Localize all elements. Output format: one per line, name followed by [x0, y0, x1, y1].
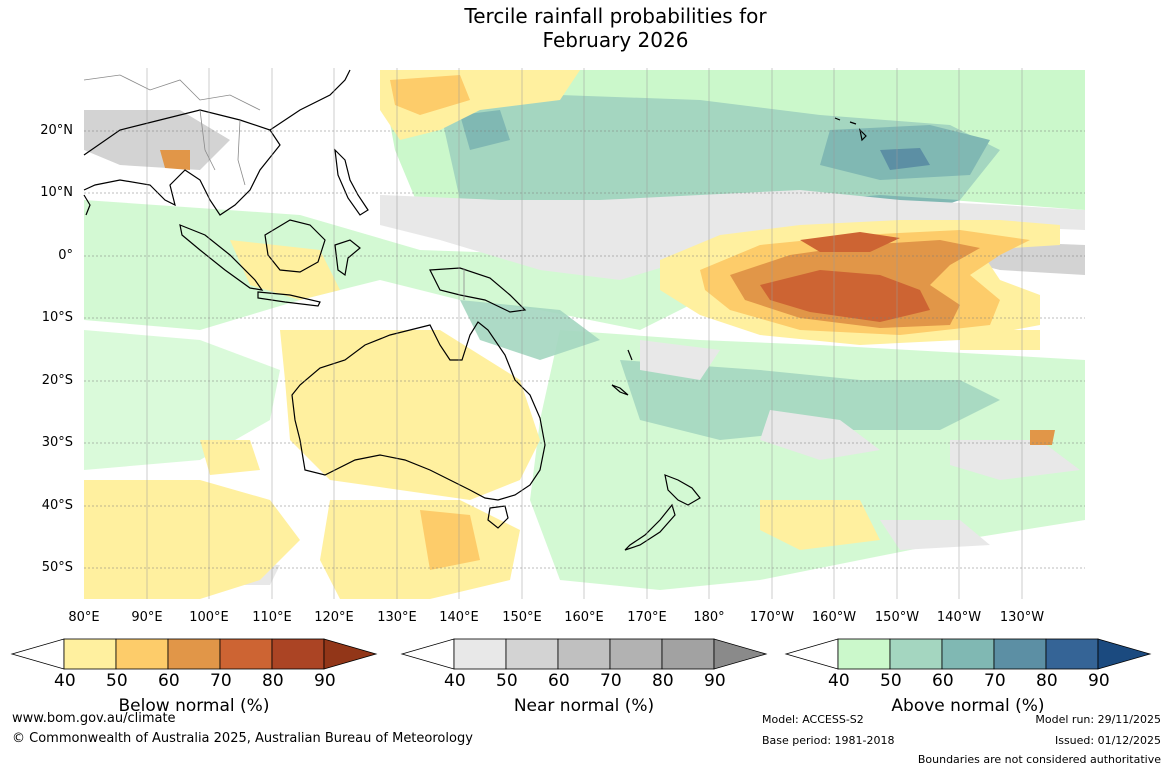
- below-normal-tick: 40: [54, 671, 76, 691]
- above-normal-swatch: [837, 638, 891, 670]
- above-normal-colorbar: [784, 638, 1152, 670]
- above-normal-swatch-under: [784, 638, 839, 670]
- rainfall-map: 20°N 10°N 0° 10°S 20°S 30°S 40°S 50°S 80…: [40, 68, 1085, 625]
- above-normal-swatch: [993, 638, 1047, 670]
- below-normal-tick: 90: [314, 671, 336, 691]
- near-normal-swatch-under: [400, 638, 455, 670]
- below-normal-title: Below normal (%): [118, 696, 270, 716]
- near-normal-tick: 50: [496, 671, 518, 691]
- base-period-text: Base period: 1981-2018: [762, 734, 895, 747]
- near-normal-colorbar: [400, 638, 768, 670]
- above-normal-title: Above normal (%): [891, 696, 1045, 716]
- website-link[interactable]: www.bom.gov.au/climate: [12, 711, 176, 726]
- near-normal-swatch: [609, 638, 663, 670]
- near-normal-swatch: [453, 638, 507, 670]
- near-normal-swatch: [505, 638, 559, 670]
- lon-label: 110°E: [252, 610, 292, 625]
- map-title-line1: Tercile rainfall probabilities for: [464, 4, 767, 28]
- below-normal-swatch: [219, 638, 273, 670]
- above-normal-tick: 80: [1036, 671, 1058, 691]
- lat-label: 0°: [58, 248, 73, 263]
- probability-shading: [84, 70, 1085, 599]
- copyright-text: © Commonwealth of Australia 2025, Austra…: [12, 731, 473, 746]
- lon-label: 90°E: [131, 610, 163, 625]
- below-normal-tick: 70: [210, 671, 232, 691]
- above-normal-swatch-over: [1097, 638, 1152, 670]
- below-normal-swatch-over: [323, 638, 378, 670]
- below-normal-tick: 80: [262, 671, 284, 691]
- lon-label: 140°W: [936, 610, 982, 625]
- near-normal-tick: 70: [600, 671, 622, 691]
- lon-label: 170°W: [749, 610, 795, 625]
- near-normal-tick: 90: [704, 671, 726, 691]
- lon-label: 150°E: [502, 610, 542, 625]
- below-normal-tick: 50: [106, 671, 128, 691]
- meridians: [146, 68, 1023, 599]
- above-normal-tick: 70: [984, 671, 1006, 691]
- lat-label: 10°S: [41, 310, 73, 325]
- lon-label: 150°W: [874, 610, 920, 625]
- disclaimer-text: Boundaries are not considered authoritat…: [917, 753, 1161, 766]
- lon-label: 140°E: [439, 610, 479, 625]
- rainfall-map-svg: [83, 68, 1085, 599]
- near-normal-swatch-over: [713, 638, 768, 670]
- lon-label: 160°W: [811, 610, 857, 625]
- lat-label: 50°S: [41, 560, 73, 575]
- near-normal-tick: 60: [548, 671, 570, 691]
- lat-label: 40°S: [41, 498, 73, 513]
- lat-label: 20°S: [41, 373, 73, 388]
- model-text: Model: ACCESS-S2: [762, 713, 864, 726]
- below-normal-colorbar: [10, 638, 378, 670]
- lon-label: 100°E: [189, 610, 229, 625]
- above-normal-tick: 40: [828, 671, 850, 691]
- map-title-line2: February 2026: [542, 28, 689, 52]
- above-normal-tick: 90: [1088, 671, 1110, 691]
- below-normal-swatch: [271, 638, 325, 670]
- coastlines: [83, 69, 867, 551]
- near-normal-title: Near normal (%): [513, 696, 655, 716]
- above-normal-tick: 50: [880, 671, 902, 691]
- lat-label: 20°N: [40, 123, 73, 138]
- lat-label: 10°N: [40, 185, 73, 200]
- below-normal-swatch-under: [10, 638, 65, 670]
- near-normal-swatch: [661, 638, 715, 670]
- country-borders: [83, 74, 465, 300]
- legend-colorbars: [10, 638, 1152, 670]
- lon-label: 120°E: [314, 610, 354, 625]
- map-title: Tercile rainfall probabilities for Febru…: [0, 4, 1173, 52]
- lon-label: 80°E: [68, 610, 100, 625]
- above-normal-swatch: [889, 638, 943, 670]
- lon-label: 180°: [693, 610, 725, 625]
- above-normal-swatch: [941, 638, 995, 670]
- lat-label: 30°S: [41, 435, 73, 450]
- below-normal-swatch: [167, 638, 221, 670]
- below-normal-swatch: [63, 638, 117, 670]
- below-normal-tick: 60: [158, 671, 180, 691]
- lon-label: 130°E: [377, 610, 417, 625]
- near-normal-swatch: [557, 638, 611, 670]
- graticule: [84, 130, 1085, 569]
- model-run-text: Model run: 29/11/2025: [1035, 713, 1161, 726]
- lon-label: 170°E: [627, 610, 667, 625]
- near-normal-tick: 40: [444, 671, 466, 691]
- above-normal-tick: 60: [932, 671, 954, 691]
- lon-label: 160°E: [564, 610, 604, 625]
- above-normal-swatch: [1045, 638, 1099, 670]
- below-normal-swatch: [115, 638, 169, 670]
- issued-text: Issued: 01/12/2025: [1054, 734, 1161, 747]
- near-normal-tick: 80: [652, 671, 674, 691]
- lon-label: 130°W: [999, 610, 1045, 625]
